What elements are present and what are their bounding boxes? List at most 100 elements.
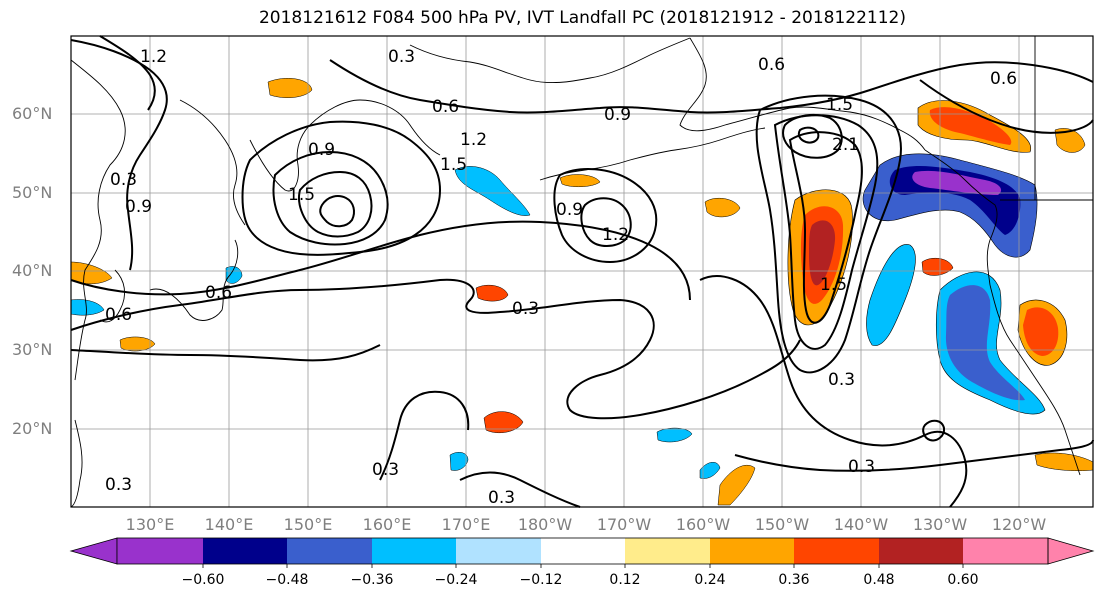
contour-label: 0.6 (105, 305, 132, 325)
colorbar-segment (963, 538, 1048, 564)
pv-contour-0.3-subtropics (70, 278, 801, 420)
colorbar-segment (117, 538, 203, 564)
pv-contour-1.2-central (580, 197, 632, 247)
contour-labels: 1.2 0.3 0.6 0.9 0.6 1.5 1.5 0.9 0.3 0.9 … (105, 47, 1017, 508)
lon-label-160w: 160°W (675, 515, 731, 534)
pv-contour-0.3-south (459, 471, 581, 508)
contour-label: 0.9 (604, 105, 631, 125)
positive-shading-central-pacific-core (809, 220, 836, 286)
contour-label: 1.2 (602, 225, 629, 245)
contour-label: 1.5 (820, 275, 847, 295)
contour-label: 0.3 (848, 457, 875, 477)
contour-label: 0.6 (205, 283, 232, 303)
coast-korea (99, 269, 126, 323)
contour-label: 2.1 (832, 135, 859, 155)
lat-label-50n: 50°N (12, 183, 53, 202)
lat-label-40n: 40°N (12, 261, 53, 280)
positive-shading-gulf-alaska-inner (929, 107, 1012, 145)
contour-label: 1.2 (460, 130, 487, 150)
gridlines (71, 36, 1093, 507)
contour-label: 0.3 (388, 47, 415, 67)
pv-contour-0.9-central (553, 168, 658, 264)
positive-shading-japan-sea (267, 78, 313, 98)
contour-label: 0.6 (432, 97, 459, 117)
colorbar-segment (372, 538, 456, 564)
colorbar-segment (456, 538, 541, 564)
coast-british-columbia (924, 149, 998, 286)
pv-contour-1.5-east-trough (788, 131, 863, 324)
colorbar-tick-label: −0.24 (434, 572, 478, 588)
lon-label-180w: 180°W (517, 515, 573, 534)
colorbar-border (116, 537, 1049, 565)
contour-label: 0.9 (308, 140, 335, 160)
negative-shading-small-c (699, 462, 721, 479)
pv-contour-1.2-ring (272, 150, 389, 246)
pv-contour-2.1-low (782, 113, 843, 159)
colorbar-tick-label: −0.48 (265, 572, 309, 588)
negative-shading-small-d (70, 299, 105, 316)
map-title: 2018121612 F084 500 hPa PV, IVT Landfall… (258, 8, 906, 28)
lat-label-60n: 60°N (12, 104, 53, 123)
negative-shading-baja-band-inner (945, 285, 1025, 401)
pv-contour-1.2-northwest (99, 35, 156, 111)
colorbar-min-extension (69, 537, 118, 565)
lon-label-170e: 170°E (441, 515, 491, 534)
positive-shading-hawaii-east (717, 464, 756, 506)
colorbar-segment (203, 538, 287, 564)
negative-shading-small-a (656, 427, 693, 443)
pv-contour-2.1-ring (319, 195, 355, 228)
lon-label-130e: 130°E (125, 515, 175, 534)
lon-label-150e: 150°E (283, 515, 333, 534)
pv-contour-0.3-west (70, 344, 381, 362)
colorbar-tick-label: −0.36 (350, 572, 394, 588)
lon-label-140e: 140°E (204, 515, 254, 534)
pv-contour-0.3-east-b (734, 439, 1094, 472)
negative-shading-small-b (449, 452, 469, 471)
negative-shading-pacific-northwest-core (912, 170, 1002, 195)
colorbar-tick-label: 0.36 (778, 572, 810, 588)
colorbar-tick-label: 0.24 (694, 572, 726, 588)
colorbar (69, 537, 1095, 568)
colorbar-segment (541, 538, 625, 564)
coast-inland-border (1000, 36, 1093, 201)
negative-shading-pacific-mid (866, 244, 916, 346)
colorbar-segment (794, 538, 879, 564)
coast-bering (409, 37, 691, 84)
lat-label-20n: 20°N (12, 419, 53, 438)
pv-contour-1.5-ring (298, 170, 373, 238)
lon-label-140w: 140°W (833, 515, 889, 534)
contour-label: 0.6 (990, 69, 1017, 89)
lat-label-30n: 30°N (12, 340, 53, 359)
coast-east-asia (70, 59, 126, 508)
colorbar-tick-label: 0.12 (609, 572, 641, 588)
contour-label: 0.3 (828, 370, 855, 390)
pv-contour-0.6-north (329, 59, 1094, 114)
contour-label: 0.3 (110, 170, 137, 190)
positive-shading-subtropics (483, 411, 524, 433)
contour-label: 1.5 (826, 95, 853, 115)
negative-shading-aleutian (454, 166, 531, 216)
contour-label: 0.9 (125, 197, 152, 217)
pv-contour-0.6-gulf-alaska (919, 79, 1094, 134)
positive-shading-small-a (704, 197, 741, 218)
positive-shading-california-inner (1023, 307, 1059, 356)
colorbar-segment (879, 538, 963, 564)
lon-label-160e: 160°E (362, 515, 412, 534)
coast-japan (149, 239, 239, 321)
lon-label-130w: 130°W (912, 515, 968, 534)
lon-label-150w: 150°W (754, 515, 810, 534)
positive-shading-dateline (475, 284, 509, 302)
colorbar-segment (710, 538, 794, 564)
colorbar-max-extension (1047, 537, 1095, 565)
colorbar-segment (287, 538, 372, 564)
colorbar-ticks (202, 564, 964, 568)
map-border (70, 35, 1094, 508)
contour-label: 0.3 (372, 460, 399, 480)
colorbar-tick-label: −0.60 (181, 572, 225, 588)
pv-contour-small-loop (922, 419, 946, 442)
contour-label: 1.2 (140, 47, 167, 67)
lon-label-170w: 170°W (596, 515, 652, 534)
colorbar-tick-label: 0.48 (863, 572, 895, 588)
coast-okhotsk (179, 99, 246, 226)
pv-contour-0.9-ring (241, 120, 442, 256)
